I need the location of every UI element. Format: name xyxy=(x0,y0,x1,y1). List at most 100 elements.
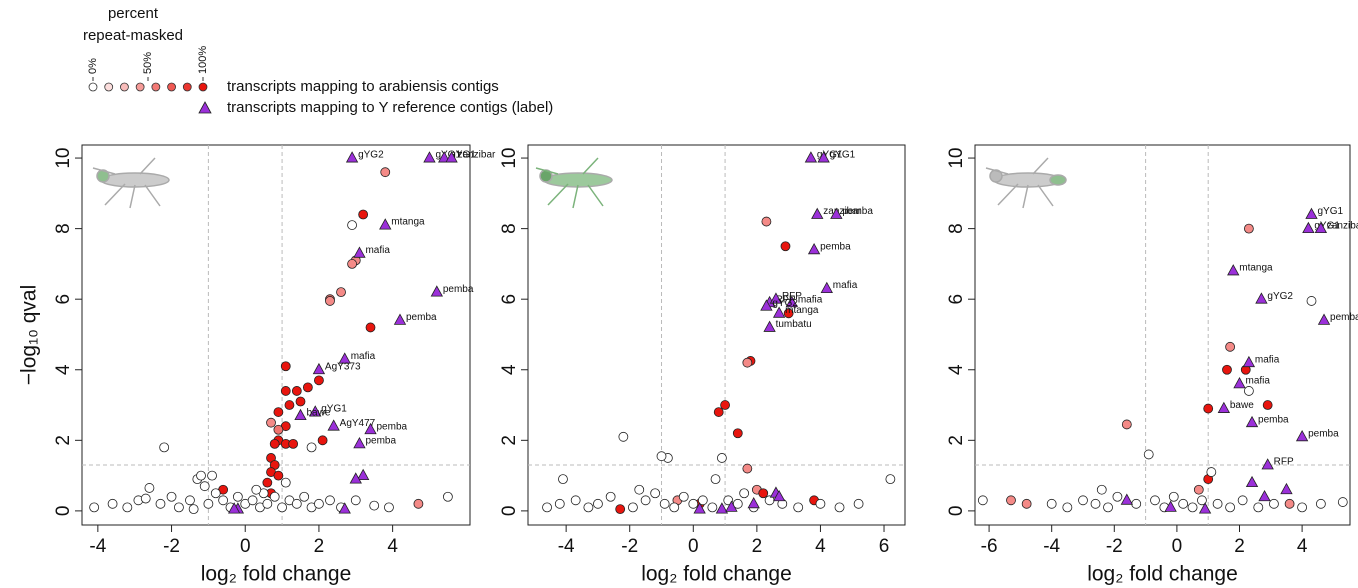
legend-swatch xyxy=(135,82,145,92)
point xyxy=(1306,296,1317,306)
point xyxy=(1090,498,1101,509)
point xyxy=(1262,400,1273,410)
triangle-point xyxy=(811,207,824,219)
point xyxy=(634,484,645,495)
point xyxy=(1193,484,1204,495)
point xyxy=(1225,502,1236,513)
x-tick-label: -2 xyxy=(1106,536,1123,557)
triangle-point xyxy=(1305,207,1318,219)
triangle-point xyxy=(785,295,799,308)
point xyxy=(758,488,769,499)
point-label: gYG1 xyxy=(321,404,347,415)
x-tick-label: 4 xyxy=(1297,536,1308,557)
point xyxy=(207,470,217,481)
point xyxy=(1103,502,1113,513)
point xyxy=(199,481,210,492)
point xyxy=(640,495,651,506)
point xyxy=(1206,467,1217,477)
plot-frame xyxy=(974,144,1351,526)
point xyxy=(291,386,302,396)
triangle-point xyxy=(1217,401,1231,413)
triangle-point xyxy=(1120,493,1133,505)
point xyxy=(783,308,794,319)
point-label: pemba xyxy=(1330,312,1358,323)
point xyxy=(273,470,284,481)
point xyxy=(615,504,626,515)
triangle-point xyxy=(1242,355,1256,368)
point xyxy=(314,498,324,509)
point xyxy=(1062,502,1073,513)
point-label: gYG1 xyxy=(817,150,843,161)
point-label: mafia xyxy=(1255,354,1280,365)
point-label: zanzibar xyxy=(1327,220,1358,231)
point xyxy=(1243,386,1254,396)
point xyxy=(314,375,324,386)
triangle-point xyxy=(353,437,366,449)
point xyxy=(174,502,184,513)
legend-scale-label: 100% xyxy=(197,46,209,74)
point-label: RFP xyxy=(782,291,802,302)
point-label: RFP xyxy=(776,294,796,305)
x-axis-label: log₂ fold change xyxy=(201,563,352,586)
point xyxy=(650,488,661,499)
point xyxy=(442,491,453,502)
point xyxy=(605,491,616,502)
point-label: zanzibar xyxy=(458,150,496,161)
point xyxy=(269,438,280,449)
x-tick-label: 6 xyxy=(879,536,890,557)
point-label: pemba xyxy=(820,241,851,252)
point xyxy=(232,491,243,502)
point-label: zanzibar xyxy=(823,206,861,217)
point xyxy=(742,463,753,474)
point-label: mafia xyxy=(798,294,823,305)
plot-frame xyxy=(527,144,906,526)
point-label: mafia xyxy=(365,245,390,256)
point xyxy=(656,451,667,462)
point xyxy=(247,495,258,506)
point-label: pemba xyxy=(406,312,437,323)
triangle-point xyxy=(1314,221,1328,234)
point xyxy=(325,296,335,306)
point xyxy=(1046,498,1057,509)
legend-label: transcripts mapping to arabiensis contig… xyxy=(227,78,499,95)
point xyxy=(1178,498,1189,509)
point xyxy=(107,498,118,509)
point xyxy=(627,502,638,513)
point xyxy=(325,495,335,506)
point xyxy=(358,209,369,220)
point xyxy=(1253,502,1264,513)
point-label: pemba xyxy=(443,284,474,295)
triangle-point xyxy=(327,419,340,431)
point xyxy=(317,435,328,446)
point-label: gYG2 xyxy=(358,150,384,161)
triangle-point xyxy=(338,502,351,514)
triangle-point xyxy=(804,151,818,163)
point xyxy=(140,493,151,504)
legend-scale-label: 50% xyxy=(142,52,154,74)
point-label: pemba xyxy=(377,421,408,432)
point xyxy=(299,491,310,502)
x-axis-label: log₂ fold change xyxy=(641,563,792,586)
y-tick-label: 0 xyxy=(499,506,520,517)
x-tick-label: -2 xyxy=(163,536,180,557)
point xyxy=(885,474,896,485)
y-tick-label: 0 xyxy=(53,506,74,517)
legend-swatch xyxy=(120,82,129,92)
y-tick-label: 8 xyxy=(53,223,74,234)
triangle-point xyxy=(772,306,786,318)
point xyxy=(273,424,284,435)
point-label: RFP xyxy=(1274,457,1294,468)
triangle-point xyxy=(715,502,729,514)
point-label: pemba xyxy=(1258,414,1289,425)
y-tick-label: 10 xyxy=(946,147,967,168)
point xyxy=(739,488,750,499)
point xyxy=(977,495,988,506)
legend-swatch xyxy=(151,82,161,92)
point-label: gYG1 xyxy=(830,150,856,161)
point xyxy=(369,500,380,511)
legend-scale-label: 0% xyxy=(87,58,99,74)
point xyxy=(347,259,357,269)
triangle-point xyxy=(423,151,436,163)
point xyxy=(688,498,699,509)
point xyxy=(1131,498,1142,509)
